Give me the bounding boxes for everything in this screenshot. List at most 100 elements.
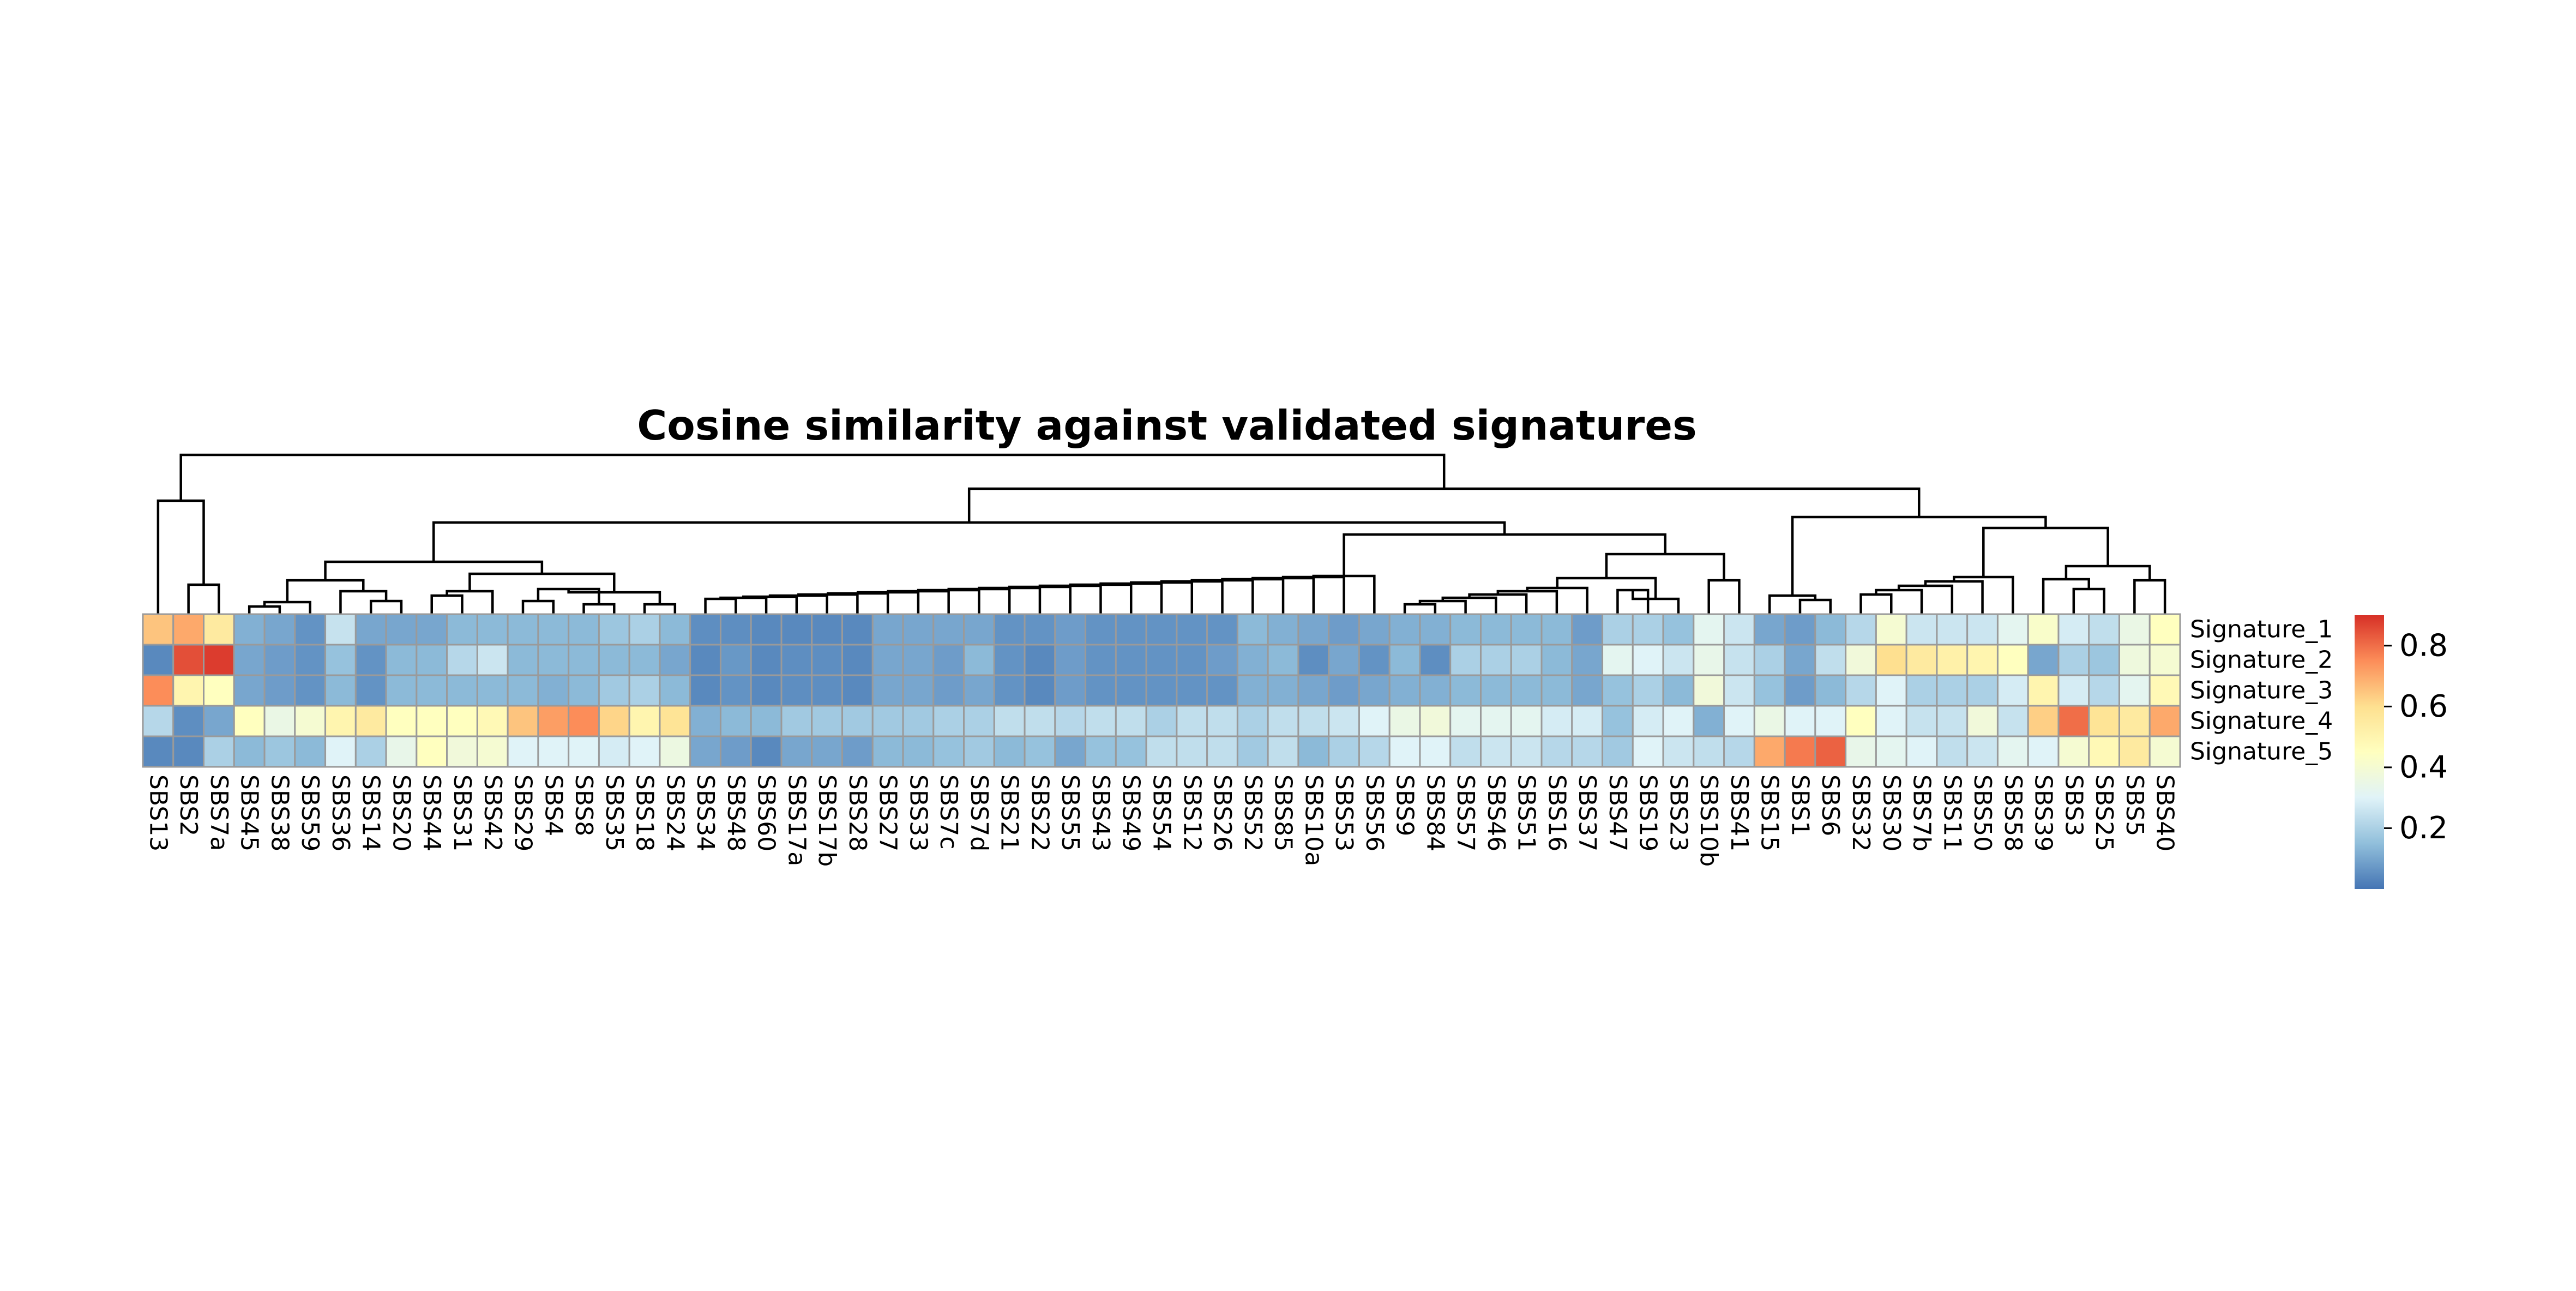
row-label: Signature_1 xyxy=(2190,616,2333,644)
heatmap-cell xyxy=(1449,674,1482,707)
column-label: SBS27 xyxy=(874,774,902,851)
heatmap-cell xyxy=(1571,705,1604,737)
heatmap-cell xyxy=(1632,705,1664,737)
heatmap-cell xyxy=(1145,613,1178,646)
column-label: SBS10a xyxy=(1299,774,1327,866)
heatmap-cell xyxy=(1388,674,1421,707)
heatmap-cell xyxy=(294,674,327,707)
heatmap-cell xyxy=(385,644,418,676)
heatmap-cell xyxy=(1054,644,1087,676)
heatmap-cell xyxy=(1328,613,1360,646)
column-label: SBS59 xyxy=(296,774,324,851)
heatmap-cell xyxy=(1206,674,1238,707)
heatmap-cell xyxy=(993,644,1026,676)
heatmap-cell xyxy=(1510,705,1543,737)
heatmap-cell xyxy=(1632,674,1664,707)
column-label: SBS4 xyxy=(539,774,567,836)
heatmap-cell xyxy=(1297,735,1330,768)
column-label: SBS37 xyxy=(1573,774,1601,851)
heatmap-cell xyxy=(1267,674,1299,707)
heatmap-cell xyxy=(902,735,935,768)
heatmap-cell xyxy=(1479,644,1512,676)
heatmap-cell xyxy=(1723,644,1755,676)
heatmap-cell xyxy=(1085,705,1117,737)
heatmap-cell xyxy=(871,735,904,768)
dendrogram-branch xyxy=(643,603,677,614)
heatmap-cell xyxy=(750,613,783,646)
heatmap-cell xyxy=(1905,735,1938,768)
column-label: SBS12 xyxy=(1178,774,1206,851)
column-label: SBS34 xyxy=(691,774,719,851)
column-label: SBS7b xyxy=(1908,774,1936,851)
heatmap-cell xyxy=(659,705,691,737)
heatmap-cell xyxy=(2148,674,2181,707)
heatmap-cell xyxy=(1024,705,1056,737)
heatmap-cell xyxy=(1297,644,1330,676)
dendrogram-branch xyxy=(967,487,1921,523)
heatmap-cell xyxy=(1388,613,1421,646)
heatmap-cell xyxy=(233,705,266,737)
heatmap-cell xyxy=(1115,674,1147,707)
heatmap-cell xyxy=(1571,644,1604,676)
heatmap-cell xyxy=(476,613,509,646)
heatmap-cell xyxy=(142,674,174,707)
heatmap-cell xyxy=(1784,613,1816,646)
heatmap-cell xyxy=(1814,705,1847,737)
heatmap-cell xyxy=(1845,644,1877,676)
heatmap-cell xyxy=(568,735,600,768)
heatmap-cell xyxy=(963,705,995,737)
dendrogram-branch xyxy=(742,595,798,614)
heatmap-cell xyxy=(1723,705,1755,737)
heatmap-cell xyxy=(1936,705,1969,737)
heatmap-cell xyxy=(2148,644,2181,676)
heatmap-cell xyxy=(2027,613,2060,646)
heatmap-cell xyxy=(1540,674,1573,707)
heatmap-cell xyxy=(568,705,600,737)
column-label: SBS25 xyxy=(2090,774,2118,851)
heatmap-cell xyxy=(1632,735,1664,768)
heatmap-cell xyxy=(1206,644,1238,676)
heatmap-cell xyxy=(1267,735,1299,768)
heatmap-cell xyxy=(1693,674,1725,707)
heatmap-cell xyxy=(446,644,478,676)
heatmap-cell xyxy=(142,705,174,737)
heatmap-cell xyxy=(1328,644,1360,676)
heatmap-cell xyxy=(1814,644,1847,676)
column-label: SBS43 xyxy=(1087,774,1115,851)
column-label: SBS26 xyxy=(1208,774,1236,851)
dendrogram-branch xyxy=(248,605,281,614)
heatmap-cell xyxy=(1388,735,1421,768)
heatmap-cell xyxy=(719,613,752,646)
dendrogram-branch xyxy=(1859,593,1893,614)
dendrogram-branch xyxy=(1768,594,1817,614)
heatmap-cell xyxy=(1479,735,1512,768)
heatmap-cell xyxy=(294,705,327,737)
column-label: SBS55 xyxy=(1056,774,1084,851)
heatmap-cell xyxy=(1662,674,1695,707)
row-label: Signature_3 xyxy=(2190,677,2333,705)
heatmap-cell xyxy=(963,674,995,707)
heatmap-cell xyxy=(841,613,874,646)
heatmap-cell xyxy=(294,644,327,676)
heatmap-cell xyxy=(172,735,205,768)
heatmap-cell xyxy=(1905,644,1938,676)
dendrogram-branch xyxy=(2042,578,2090,614)
heatmap-cell xyxy=(932,644,965,676)
dendrogram-branch xyxy=(719,596,768,614)
heatmap-cell xyxy=(780,705,813,737)
heatmap-cell xyxy=(142,644,174,676)
heatmap-cell xyxy=(1328,674,1360,707)
heatmap-cell xyxy=(2118,644,2151,676)
heatmap-cell xyxy=(1753,705,1786,737)
heatmap-cell xyxy=(1449,644,1482,676)
heatmap-cell xyxy=(172,674,205,707)
heatmap-cell xyxy=(1115,735,1147,768)
column-label: SBS13 xyxy=(144,774,172,851)
heatmap-cell xyxy=(1966,674,1999,707)
heatmap-cell xyxy=(841,644,874,676)
colorbar-tick-label: 0.4 xyxy=(2399,749,2448,785)
column-label: SBS1 xyxy=(1786,774,1814,836)
heatmap-cell xyxy=(1297,613,1330,646)
heatmap-cell xyxy=(1085,674,1117,707)
